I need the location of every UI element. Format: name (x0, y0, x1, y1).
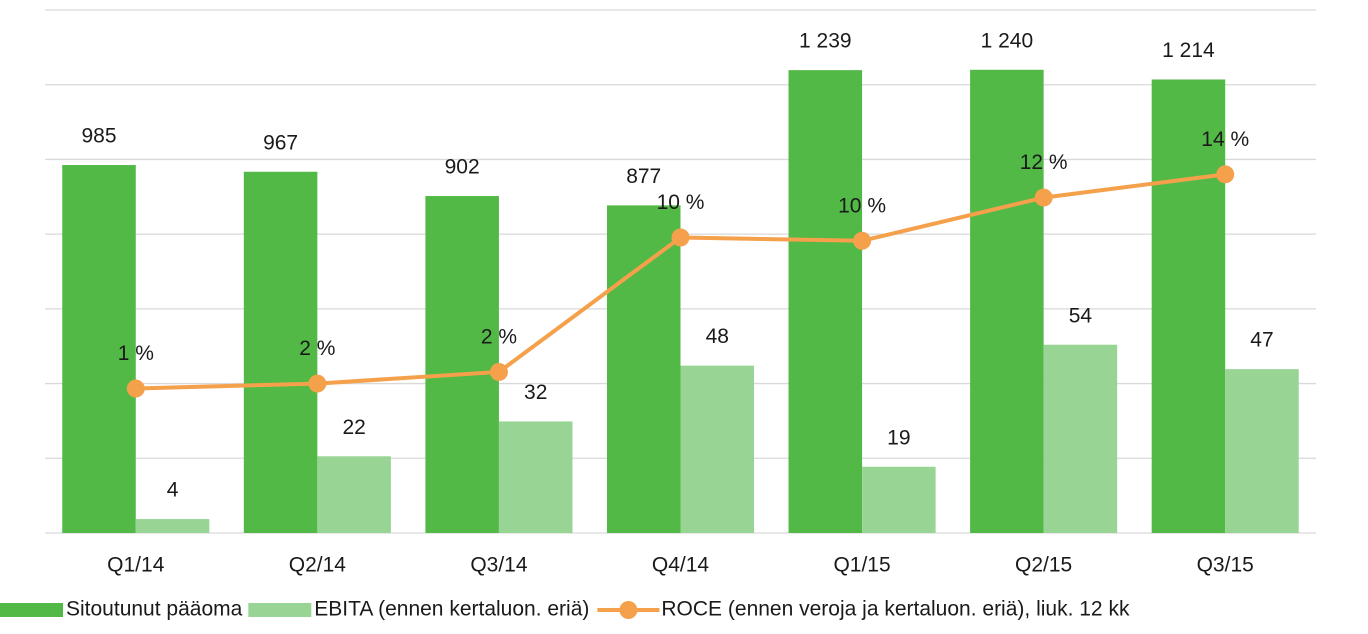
x-tick-label: Q2/14 (289, 554, 347, 577)
data-label: 1 % (118, 342, 154, 365)
data-label: 54 (1069, 304, 1093, 327)
bar (606, 205, 681, 533)
x-tick-label: Q3/15 (1197, 554, 1254, 577)
bar (788, 70, 863, 534)
bar (970, 69, 1044, 534)
data-label: 2 % (481, 325, 517, 348)
line-point (671, 228, 690, 247)
data-label: 877 (626, 165, 661, 188)
legend-swatch (0, 603, 63, 617)
data-label: 10 % (838, 194, 886, 217)
x-tick-label: Q3/14 (470, 554, 528, 577)
x-tick-label: Q1/14 (107, 554, 165, 577)
data-label: 1 239 (799, 30, 852, 53)
bar (498, 421, 573, 533)
bar (425, 196, 499, 533)
bar (1043, 344, 1118, 533)
data-label: 1 214 (1162, 39, 1215, 62)
legend-label: Sitoutunut pääoma (66, 598, 243, 621)
line-point (1216, 165, 1235, 184)
bar (680, 365, 755, 533)
line-point (853, 231, 872, 250)
legend-label: ROCE (ennen veroja ja kertaluon. eriä), … (661, 598, 1130, 621)
x-tick-label: Q1/15 (833, 554, 890, 577)
bar (1151, 79, 1226, 533)
line-point (308, 374, 327, 393)
data-label: 2 % (299, 337, 335, 360)
data-label: 985 (81, 125, 116, 148)
data-label: 967 (263, 131, 298, 154)
bar (317, 456, 391, 533)
bar (62, 165, 136, 533)
data-label: 902 (445, 156, 480, 179)
line-point (1034, 188, 1053, 207)
data-label: 32 (524, 381, 547, 404)
legend-swatch (248, 603, 312, 617)
data-label: 48 (706, 325, 729, 348)
bar (1225, 369, 1299, 533)
bar (135, 519, 210, 533)
x-tick-label: Q4/14 (652, 554, 710, 577)
line-point (489, 362, 508, 381)
bar (243, 171, 318, 534)
data-label: 19 (887, 426, 910, 449)
data-label: 14 % (1201, 128, 1249, 151)
x-tick-label: Q2/15 (1015, 554, 1072, 577)
data-label: 47 (1250, 329, 1273, 352)
data-label: 10 % (657, 191, 705, 214)
bar (862, 466, 936, 533)
data-label: 1 240 (981, 29, 1034, 52)
legend-label: EBITA (ennen kertaluon. eriä) (314, 598, 589, 621)
data-label: 4 (167, 479, 179, 502)
data-label: 22 (342, 416, 365, 439)
data-label: 12 % (1020, 151, 1068, 174)
legend-swatch (619, 601, 638, 619)
line-point (126, 379, 145, 398)
